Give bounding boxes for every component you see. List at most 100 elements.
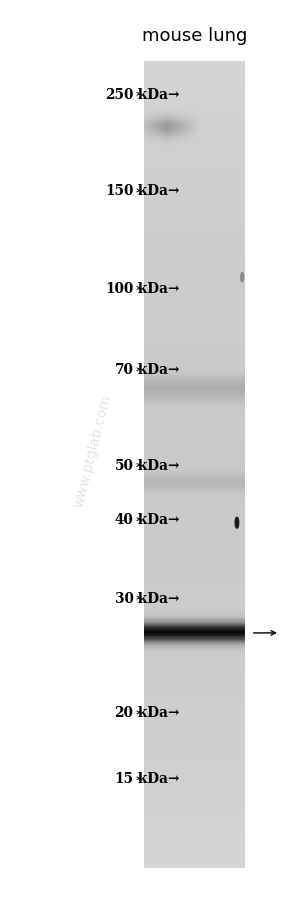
Bar (167, 102, 168, 104)
Bar (150, 133, 152, 136)
Bar (145, 142, 147, 143)
Bar (163, 99, 165, 101)
Bar (147, 143, 149, 145)
Bar (147, 124, 149, 126)
Bar (150, 110, 152, 112)
Bar (167, 132, 168, 133)
Bar (144, 587, 245, 589)
Bar (144, 476, 245, 480)
Bar (201, 148, 203, 151)
Bar (153, 100, 155, 102)
Bar (178, 115, 180, 117)
Bar (144, 501, 245, 502)
Bar (196, 117, 198, 119)
Bar (144, 416, 245, 419)
Bar (185, 124, 187, 125)
Bar (200, 125, 202, 127)
Bar (170, 125, 172, 127)
Bar (167, 143, 168, 145)
Bar (152, 152, 154, 154)
Bar (158, 110, 160, 112)
Bar (206, 133, 208, 136)
Bar (167, 111, 168, 113)
Bar (145, 113, 147, 115)
Bar (177, 154, 178, 156)
Bar (148, 105, 151, 107)
Bar (157, 100, 159, 102)
Bar (144, 657, 245, 659)
Bar (165, 133, 167, 136)
Bar (144, 391, 245, 393)
Bar (150, 109, 152, 111)
Bar (168, 118, 170, 120)
Bar (191, 108, 193, 110)
Bar (157, 104, 159, 106)
Bar (155, 145, 157, 147)
Bar (144, 125, 146, 127)
Bar (200, 123, 202, 124)
Bar (144, 855, 245, 858)
Bar (185, 131, 187, 133)
Bar (162, 142, 164, 143)
Bar (145, 135, 147, 137)
Bar (145, 106, 147, 108)
Bar (153, 136, 155, 138)
Bar (160, 127, 162, 129)
Bar (144, 575, 245, 578)
Bar (203, 111, 205, 113)
Bar (153, 140, 155, 142)
Bar (182, 132, 183, 133)
Bar (144, 383, 245, 385)
Bar (172, 98, 173, 100)
Bar (175, 144, 177, 146)
Bar (172, 118, 173, 120)
Bar (206, 147, 208, 149)
Bar (190, 124, 192, 126)
Bar (177, 115, 178, 116)
Bar (144, 281, 245, 284)
Bar (168, 124, 170, 126)
Bar (195, 118, 197, 120)
Bar (153, 105, 155, 107)
Bar (163, 115, 165, 116)
Bar (206, 152, 208, 154)
Bar (165, 141, 167, 143)
Bar (163, 155, 165, 157)
Bar (158, 102, 160, 104)
Bar (178, 147, 180, 149)
Bar (190, 98, 192, 100)
Bar (172, 110, 173, 112)
Bar (145, 110, 147, 112)
Bar (203, 133, 205, 134)
Bar (158, 126, 160, 128)
Bar (144, 628, 245, 630)
Bar (178, 150, 180, 152)
Bar (144, 253, 245, 256)
Bar (153, 99, 155, 101)
Bar (144, 806, 245, 809)
Bar (144, 139, 245, 142)
Bar (160, 143, 162, 144)
Bar (190, 104, 192, 106)
Bar (198, 131, 200, 133)
Bar (196, 143, 198, 144)
Bar (177, 146, 178, 148)
Bar (175, 106, 177, 108)
Bar (200, 122, 202, 124)
Bar (160, 116, 162, 118)
Bar (180, 110, 182, 112)
Bar (147, 121, 149, 123)
Bar (178, 145, 180, 147)
Bar (201, 130, 203, 132)
Bar (172, 143, 173, 145)
Bar (162, 116, 164, 118)
Bar (148, 108, 151, 110)
Bar (153, 113, 155, 115)
Bar (200, 143, 202, 145)
Bar (165, 111, 167, 113)
Bar (144, 766, 245, 769)
Bar (203, 125, 205, 127)
Bar (201, 114, 203, 115)
Bar (200, 114, 202, 115)
Bar (191, 136, 193, 138)
